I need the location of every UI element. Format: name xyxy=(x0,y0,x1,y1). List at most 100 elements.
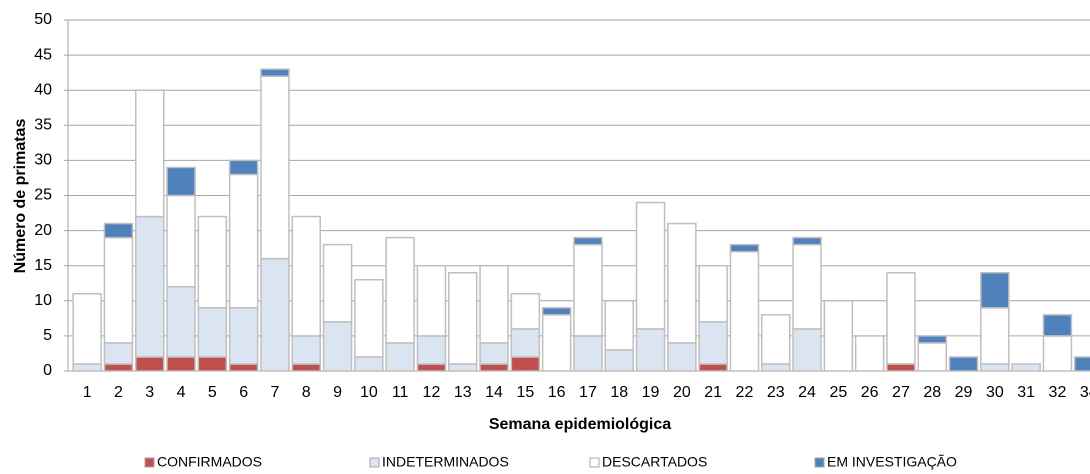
x-tick-label: 8 xyxy=(302,384,311,401)
bar-segment xyxy=(479,342,509,365)
bar-segment xyxy=(980,363,1010,372)
bar-segment xyxy=(980,307,1010,365)
bar-segment xyxy=(667,342,697,372)
legend-label: CONFIRMADOS xyxy=(157,454,262,470)
y-tick-label: 0 xyxy=(43,362,52,379)
bar-segment xyxy=(416,363,447,372)
bar-segment xyxy=(103,222,134,239)
bar-segment xyxy=(667,222,697,344)
bar-segment xyxy=(698,321,728,365)
bar-segment xyxy=(228,173,259,309)
bar-segment xyxy=(72,293,102,365)
bar-segment xyxy=(166,194,196,288)
bar-segment xyxy=(698,363,728,372)
y-tick-label: 45 xyxy=(34,46,52,63)
x-tick-label: 18 xyxy=(610,384,628,401)
x-tick-label: 16 xyxy=(548,384,566,401)
bar-segment xyxy=(322,243,353,323)
x-tick-label: 22 xyxy=(736,384,754,401)
x-tick-label: 14 xyxy=(485,384,503,401)
bar-segment xyxy=(948,356,979,372)
x-tick-label: 4 xyxy=(177,384,186,401)
y-tick-label: 5 xyxy=(43,327,52,344)
x-tick-label: 15 xyxy=(516,384,534,401)
bar-segment xyxy=(479,363,509,372)
bar-segment xyxy=(1074,356,1090,372)
y-tick-label: 30 xyxy=(34,152,52,169)
bar-segment xyxy=(103,342,134,365)
bar-segment xyxy=(479,264,509,344)
bar-segment xyxy=(604,300,634,351)
bar-segment xyxy=(135,356,165,372)
bar-segment xyxy=(635,328,666,372)
bar-segment xyxy=(385,342,415,372)
bar-segment xyxy=(886,271,916,365)
y-tick-label: 15 xyxy=(34,257,52,274)
x-tick-label: 6 xyxy=(239,384,248,401)
x-tick-label: 9 xyxy=(333,384,342,401)
bar-segment xyxy=(291,335,321,365)
bar-segment xyxy=(260,75,290,260)
bar-segment xyxy=(260,257,290,372)
x-tick-label: 13 xyxy=(454,384,472,401)
bar-segment xyxy=(103,363,134,372)
bar-segment xyxy=(761,363,791,372)
x-tick-label: 21 xyxy=(704,384,722,401)
bar-segment xyxy=(260,68,290,77)
bar-segment xyxy=(510,356,541,372)
bar-segment xyxy=(510,293,541,330)
bar-segment xyxy=(729,243,760,253)
x-tick-label: 34 xyxy=(1080,384,1090,401)
bar-segment xyxy=(792,236,822,246)
bar-segment xyxy=(448,363,478,372)
x-tick-label: 7 xyxy=(270,384,279,401)
bar-segment xyxy=(761,314,791,365)
bar-segment xyxy=(416,335,447,365)
bar-segment xyxy=(573,243,603,337)
bar-segment xyxy=(354,278,384,358)
bar-segment xyxy=(854,335,885,372)
y-tick-label: 20 xyxy=(34,222,52,239)
y-tick-label: 10 xyxy=(34,292,52,309)
bar-segment xyxy=(197,356,228,372)
bar-segment xyxy=(573,236,603,246)
x-tick-label: 29 xyxy=(955,384,973,401)
bar-segment xyxy=(980,271,1010,309)
legend-swatch xyxy=(589,457,600,468)
bar-segment xyxy=(1011,363,1041,372)
bar-segment xyxy=(291,363,321,372)
bar-segment xyxy=(228,159,259,176)
bar-segment xyxy=(573,335,603,372)
x-tick-label: 10 xyxy=(360,384,378,401)
y-tick-label: 50 xyxy=(34,11,52,28)
bar-segment xyxy=(635,201,666,330)
x-tick-label: 5 xyxy=(208,384,217,401)
bar-segment xyxy=(541,314,572,372)
bar-segment xyxy=(792,243,822,330)
bar-segment xyxy=(228,363,259,372)
bar-segment xyxy=(792,328,822,372)
bar-segment xyxy=(354,356,384,372)
bar-segment xyxy=(72,363,102,372)
bar-segment xyxy=(604,349,634,372)
x-tick-label: 24 xyxy=(798,384,816,401)
bar-segment xyxy=(135,89,165,218)
x-tick-label: 20 xyxy=(673,384,691,401)
bar-segment xyxy=(166,166,196,197)
legend-label: EM INVESTIGAÇÃO xyxy=(827,454,957,470)
x-tick-label: 23 xyxy=(767,384,785,401)
x-tick-label: 12 xyxy=(423,384,441,401)
bar-segment xyxy=(448,271,478,365)
legend-swatch xyxy=(144,457,155,468)
x-tick-label: 17 xyxy=(579,384,597,401)
x-tick-label: 28 xyxy=(923,384,941,401)
x-tick-label: 31 xyxy=(1017,384,1035,401)
x-tick-label: 26 xyxy=(861,384,879,401)
y-tick-label: 35 xyxy=(34,117,52,134)
bar-segment xyxy=(886,363,916,372)
bar-segment xyxy=(729,250,760,372)
x-axis-title: Semana epidemiológica xyxy=(489,416,671,433)
bar-segment xyxy=(1042,335,1073,372)
y-axis-title: Número de primatas xyxy=(12,119,29,274)
bar-segment xyxy=(166,356,196,372)
